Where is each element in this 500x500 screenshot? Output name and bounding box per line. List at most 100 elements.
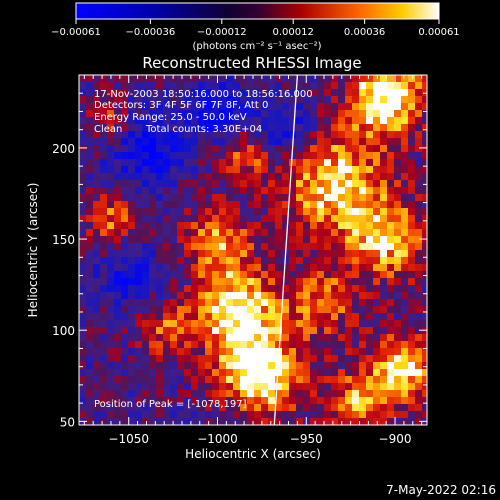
heatmap-cell [338, 138, 346, 146]
heatmap-cell [373, 397, 381, 405]
heatmap-cell [128, 138, 136, 146]
heatmap-cell [240, 404, 248, 412]
heatmap-cell [100, 201, 108, 209]
heatmap-cell [191, 194, 199, 202]
heatmap-cell [191, 278, 199, 286]
heatmap-cell [219, 236, 227, 244]
heatmap-cell [79, 138, 87, 146]
heatmap-cell [135, 236, 143, 244]
heatmap-cell [331, 271, 339, 279]
heatmap-cell [422, 166, 427, 174]
heatmap-cell [254, 334, 262, 342]
heatmap-cell [149, 313, 157, 321]
heatmap-cell [114, 236, 122, 244]
heatmap-cell [142, 292, 150, 300]
heatmap-cell [380, 236, 388, 244]
heatmap-cell [219, 103, 227, 111]
heatmap-cell [261, 243, 269, 251]
heatmap-cell [86, 376, 94, 384]
heatmap-cell [324, 159, 332, 167]
heatmap-cell [366, 327, 374, 335]
heatmap-cell [156, 229, 164, 237]
heatmap-cell [401, 131, 409, 139]
heatmap-cell [394, 138, 402, 146]
heatmap-cell [142, 187, 150, 195]
heatmap-cell [408, 313, 416, 321]
heatmap-cell [219, 194, 227, 202]
heatmap-cell [289, 320, 297, 328]
heatmap-cell [324, 236, 332, 244]
heatmap-cell [366, 103, 374, 111]
heatmap-cell [86, 201, 94, 209]
heatmap-cell [107, 201, 115, 209]
heatmap-cell [170, 278, 178, 286]
heatmap-cell [268, 152, 276, 160]
heatmap-cell [191, 187, 199, 195]
heatmap-cell [289, 306, 297, 314]
heatmap-cell [401, 264, 409, 272]
heatmap-cell [219, 418, 227, 425]
heatmap-cell [191, 292, 199, 300]
heatmap-cell [79, 404, 87, 412]
colorbar-tick-label: −0.00061 [51, 27, 101, 38]
heatmap-cell [121, 278, 129, 286]
heatmap-cell [359, 383, 367, 391]
heatmap-cell [191, 250, 199, 258]
heatmap-cell [324, 250, 332, 258]
heatmap-cell [86, 285, 94, 293]
heatmap-cell [415, 250, 423, 258]
heatmap-cell [268, 285, 276, 293]
heatmap-cell [275, 96, 283, 104]
heatmap-cell [282, 75, 290, 83]
heatmap-cell [415, 222, 423, 230]
heatmap-cell [366, 264, 374, 272]
heatmap-cell [317, 159, 325, 167]
heatmap-cell [184, 96, 192, 104]
heatmap-cell [352, 117, 360, 125]
heatmap-cell [289, 418, 297, 425]
heatmap-cell [184, 145, 192, 153]
heatmap-cell [359, 166, 367, 174]
x-tick-label: −1050 [108, 432, 149, 446]
heatmap-cell [93, 75, 101, 83]
heatmap-cell [254, 278, 262, 286]
heatmap-cell [268, 173, 276, 181]
heatmap-cell [156, 411, 164, 419]
heatmap-cell [149, 348, 157, 356]
heatmap-cell [422, 152, 427, 160]
heatmap-cell [401, 208, 409, 216]
heatmap-cell [233, 355, 241, 363]
heatmap-cell [408, 285, 416, 293]
heatmap-cell [268, 82, 276, 90]
heatmap-cell [352, 222, 360, 230]
heatmap-cell [359, 89, 367, 97]
heatmap-cell [359, 173, 367, 181]
heatmap-cell [79, 383, 87, 391]
heatmap-cell [86, 397, 94, 405]
heatmap-cell [303, 145, 311, 153]
heatmap-cell [261, 397, 269, 405]
heatmap-cell [135, 257, 143, 265]
heatmap-cell [275, 110, 283, 118]
heatmap-cell [422, 278, 427, 286]
heatmap-cell [79, 362, 87, 370]
heatmap-cell [275, 313, 283, 321]
heatmap-cell [415, 292, 423, 300]
heatmap-cell [233, 369, 241, 377]
heatmap-cell [240, 271, 248, 279]
heatmap-cell [422, 285, 427, 293]
heatmap-cell [86, 404, 94, 412]
heatmap-cell [156, 110, 164, 118]
heatmap-cell [282, 229, 290, 237]
heatmap-cell [275, 250, 283, 258]
heatmap-cell [282, 390, 290, 398]
heatmap-cell [401, 362, 409, 370]
heatmap-cell [226, 75, 234, 83]
heatmap-cell [212, 355, 220, 363]
heatmap-cell [289, 222, 297, 230]
heatmap-cell [303, 201, 311, 209]
heatmap-cell [128, 187, 136, 195]
heatmap-cell [177, 82, 185, 90]
heatmap-cell [422, 271, 427, 279]
heatmap-cell [184, 194, 192, 202]
